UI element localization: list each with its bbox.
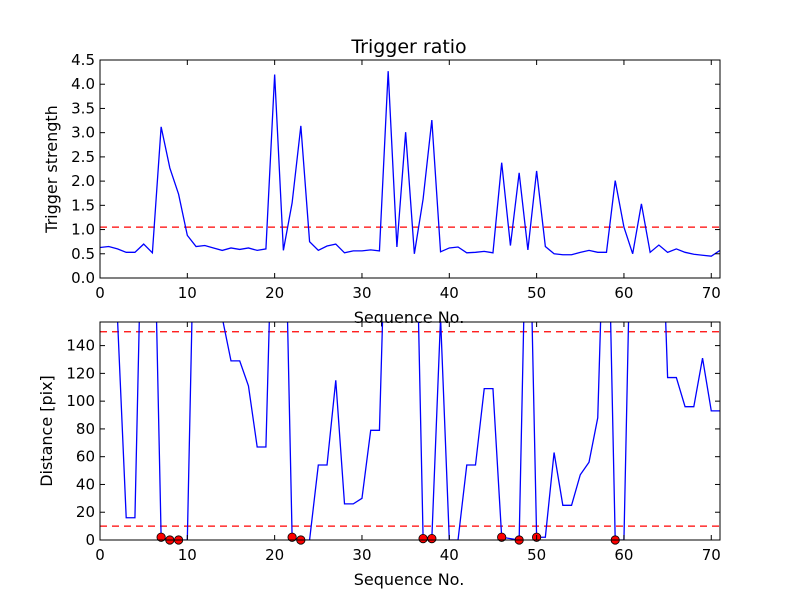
x-tick-label: 50	[527, 546, 546, 564]
y-tick-label: 20	[76, 503, 95, 521]
y-tick-label: 60	[76, 448, 95, 466]
x-tick-label: 10	[178, 284, 197, 302]
y-tick-label: 40	[76, 475, 95, 493]
x-tick-label: 70	[702, 284, 721, 302]
x-axis-label: Sequence No.	[354, 570, 465, 589]
y-tick-label: 3.0	[71, 124, 95, 142]
x-tick-label: 0	[95, 546, 105, 564]
plot-frame	[99, 321, 721, 541]
y-axis-label: Distance [pix]	[37, 375, 56, 487]
y-tick-label: 2.0	[71, 172, 95, 190]
data-marker	[418, 534, 428, 544]
x-axis-label: Sequence No.	[354, 308, 465, 327]
y-tick-label: 3.5	[71, 99, 95, 117]
trigger-ratio-chart: Trigger ratio Sequence No. Trigger stren…	[42, 36, 721, 327]
y-tick-label: 0.5	[71, 245, 95, 263]
plot-area: 0 10 20 30 40 50 60 70 0 20 40 60 80 100 120 140	[66, 321, 721, 564]
data-marker	[156, 532, 166, 542]
series-line	[100, 71, 720, 257]
x-tick-label: 30	[352, 284, 371, 302]
y-tick-label: 0.0	[71, 269, 95, 287]
data-marker	[497, 532, 507, 542]
y-tick-label: 140	[66, 337, 95, 355]
plot-area: 0 10 20 30 40 50 60 70 0.0 0.5 1.0 1.5 2.0 2.5 3.0 3.5 4…	[71, 51, 721, 302]
plot-frame	[99, 59, 721, 279]
chart-title: Trigger ratio	[350, 36, 466, 58]
x-tick-label: 10	[178, 546, 197, 564]
x-tick-label: 40	[440, 284, 459, 302]
y-tick-label: 1.5	[71, 196, 95, 214]
x-tick-label: 60	[614, 546, 633, 564]
y-tick-label: 1.0	[71, 221, 95, 239]
y-axis-label: Trigger strength	[42, 105, 61, 234]
x-tick-label: 70	[702, 546, 721, 564]
y-tick-label: 120	[66, 364, 95, 382]
x-tick-label: 20	[265, 284, 284, 302]
data-marker	[427, 534, 437, 544]
x-tick-label: 30	[352, 546, 371, 564]
y-tick-label: 100	[66, 392, 95, 410]
y-tick-label: 2.5	[71, 148, 95, 166]
y-tick-label: 0	[85, 531, 95, 549]
x-tick-label: 20	[265, 546, 284, 564]
x-tick-label: 60	[614, 284, 633, 302]
distance-chart: Sequence No. Distance [pix] 0 10 20 30 40 50 6…	[37, 321, 721, 589]
x-tick-label: 0	[95, 284, 105, 302]
y-tick-label: 4.0	[71, 75, 95, 93]
y-tick-label: 4.5	[71, 51, 95, 69]
x-tick-label: 40	[440, 546, 459, 564]
data-marker	[287, 532, 297, 542]
x-tick-label: 50	[527, 284, 546, 302]
y-tick-label: 80	[76, 420, 95, 438]
